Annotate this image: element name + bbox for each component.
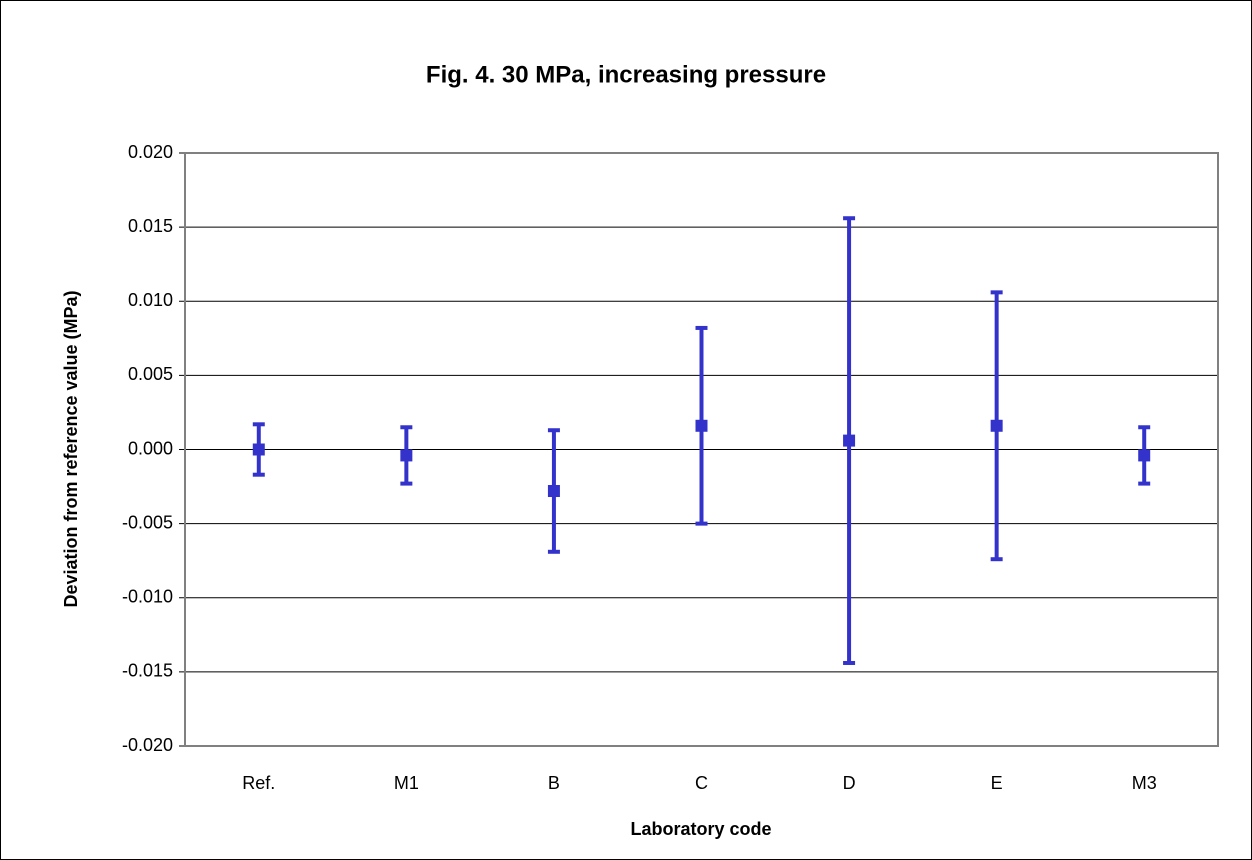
plot-area bbox=[184, 152, 1219, 747]
x-tick-label: M1 bbox=[394, 773, 419, 793]
y-tick-label: 0.000 bbox=[128, 438, 173, 458]
marker bbox=[990, 419, 1003, 432]
y-tick-label: -0.015 bbox=[122, 661, 173, 681]
x-tick-label: Ref. bbox=[242, 773, 275, 793]
y-tick-label: -0.020 bbox=[122, 735, 173, 755]
chart-title: Fig. 4. 30 MPa, increasing pressure bbox=[426, 61, 826, 88]
y-tick-label: 0.015 bbox=[128, 216, 173, 236]
y-tick-label: 0.005 bbox=[128, 364, 173, 384]
y-tick-label: -0.005 bbox=[122, 512, 173, 532]
x-tick-label: M3 bbox=[1132, 773, 1157, 793]
marker bbox=[843, 434, 856, 447]
y-tick-label: -0.010 bbox=[122, 587, 173, 607]
y-axis-label: Deviation from reference value (MPa) bbox=[61, 290, 81, 607]
x-tick-label: D bbox=[843, 773, 856, 793]
x-axis-label: Laboratory code bbox=[630, 819, 771, 839]
y-tick-label: 0.010 bbox=[128, 290, 173, 310]
marker bbox=[1138, 449, 1151, 462]
y-tick-label: 0.020 bbox=[128, 142, 173, 162]
marker bbox=[695, 419, 708, 432]
x-tick-label: C bbox=[695, 773, 708, 793]
x-tick-label: E bbox=[991, 773, 1003, 793]
marker bbox=[252, 443, 265, 456]
marker bbox=[400, 449, 413, 462]
marker bbox=[547, 485, 560, 498]
x-tick-label: B bbox=[548, 773, 560, 793]
